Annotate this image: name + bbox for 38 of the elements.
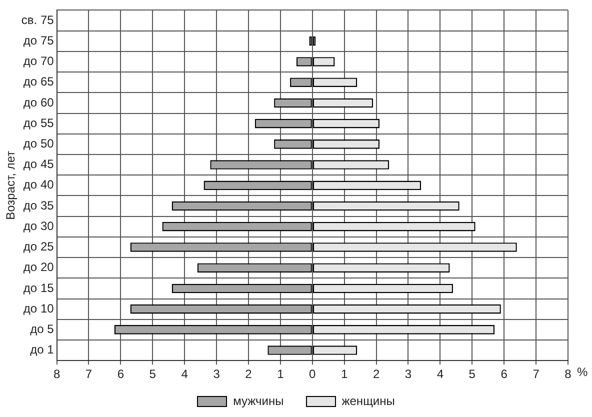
- y-tick-label: до 65: [23, 74, 54, 89]
- y-tick-label: до 30: [23, 218, 54, 233]
- x-tick-label: 0: [309, 367, 316, 382]
- x-tick-label: 1: [341, 367, 348, 382]
- x-tick-label: 6: [117, 367, 124, 382]
- y-axis-title: Возраст, лет: [4, 150, 18, 220]
- y-tick-label: до 70: [23, 54, 54, 68]
- y-tick-label: до 50: [23, 136, 54, 150]
- x-tick-label: 4: [181, 367, 188, 382]
- x-tick-label: 5: [468, 367, 476, 382]
- x-tick-label: 3: [404, 367, 412, 382]
- x-tick-label: 5: [149, 367, 156, 382]
- x-tick-label: 6: [500, 367, 508, 382]
- x-axis-title: %: [577, 364, 588, 379]
- y-tick-label: до 1: [30, 342, 54, 357]
- y-tick-label: до 60: [23, 95, 54, 110]
- y-tick-label: св. 75: [21, 12, 54, 27]
- legend-label: мужчины: [233, 394, 284, 408]
- y-tick-label: до 25: [23, 240, 54, 254]
- x-tick-label: 2: [245, 367, 252, 382]
- x-tick-label: 2: [372, 367, 380, 382]
- y-tick-label: до 45: [23, 157, 54, 172]
- y-tick-label: до 40: [23, 178, 54, 192]
- y-tick-label: до 15: [23, 280, 54, 295]
- x-tick-label: 7: [85, 367, 92, 382]
- legend-label: женщины: [342, 394, 395, 408]
- y-tick-label: до 5: [30, 322, 54, 336]
- y-tick-label: до 35: [23, 198, 54, 212]
- x-tick-label: 3: [213, 367, 220, 382]
- x-tick-label: 7: [532, 367, 540, 382]
- y-tick-label: до 75: [23, 33, 54, 48]
- y-tick-label: до 10: [23, 301, 54, 316]
- x-tick-label: 8: [564, 367, 572, 382]
- x-tick-label: 1: [277, 367, 284, 382]
- x-tick-label: 8: [53, 367, 60, 382]
- x-tick-label: 4: [436, 367, 444, 382]
- y-tick-label: до 55: [23, 116, 54, 130]
- y-tick-label: до 20: [23, 260, 54, 274]
